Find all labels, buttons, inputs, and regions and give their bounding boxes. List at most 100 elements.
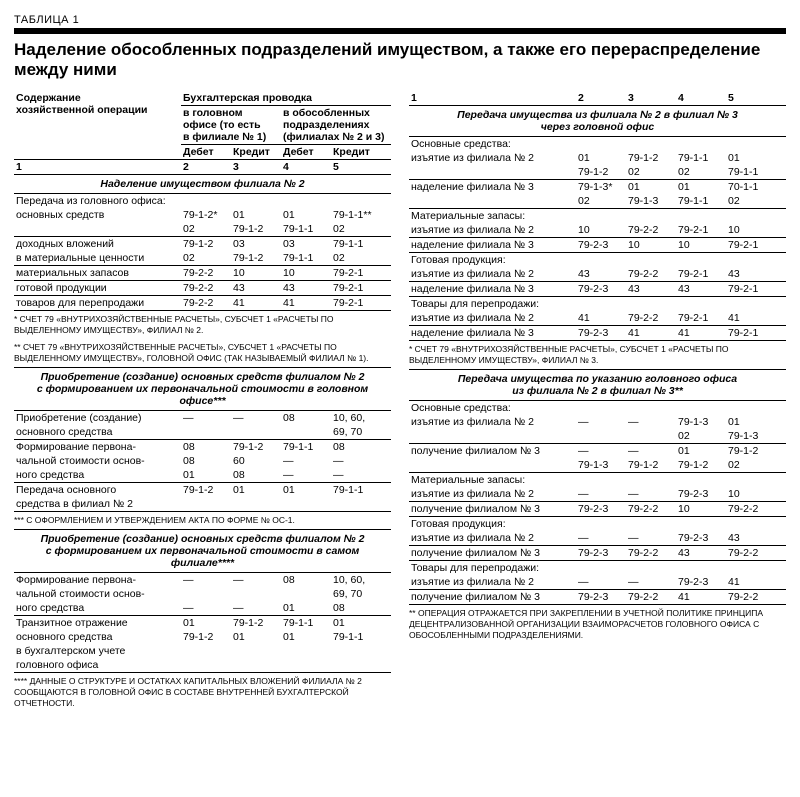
hdr-ho-1: в головном (183, 107, 243, 119)
title-bar (14, 28, 786, 34)
colnum-5: 5 (726, 91, 786, 106)
hdr-br-2: подразделениях (283, 119, 370, 131)
cell: — (626, 443, 676, 458)
cell: — (231, 410, 281, 425)
cell: — (281, 454, 331, 468)
colnum-5: 5 (331, 159, 391, 174)
cell: 03 (281, 236, 331, 251)
cell: 79-2-2 (181, 265, 231, 280)
cell: 60 (231, 454, 281, 468)
footnote: **** ДАННЫЕ О СТРУКТУРЕ И ОСТАТКАХ КАПИТ… (14, 673, 391, 713)
cell: 02 (726, 458, 786, 473)
cell: 01 (181, 616, 231, 631)
right-column: 1 2 3 4 5 Передача имущества из филиала … (409, 91, 786, 712)
cell: 08 (181, 439, 231, 454)
row-label: в материальные ценности (14, 251, 181, 266)
cell: 79-1-1 (281, 616, 331, 631)
hdr-ho-3: в филиале № 1) (183, 131, 266, 143)
table-title: Наделение обособленных подразделений иму… (14, 40, 786, 81)
cell: 69, 70 (331, 425, 391, 440)
colnum-2: 2 (576, 91, 626, 106)
section-l2a: Приобретение (создание) основных средств… (41, 371, 365, 383)
cell: 79-2-1 (331, 295, 391, 310)
cell: 08 (181, 454, 231, 468)
cell: 79-1-3 (726, 429, 786, 444)
row-label: изъятие из филиала № 2 (409, 223, 576, 238)
cell: 10, 60, (331, 573, 391, 588)
cell: 01 (726, 151, 786, 165)
row-label: материальных запасов (14, 265, 181, 280)
row-label: Передача из головного офиса: (14, 193, 181, 208)
cell: 79-2-2 (726, 501, 786, 516)
cell: 43 (281, 280, 331, 295)
cell: 02 (331, 251, 391, 266)
cell: — (576, 575, 626, 590)
cell: 08 (281, 573, 331, 588)
hdr-debit-2: Дебет (281, 144, 331, 159)
cell: 79-1-3 (626, 194, 676, 209)
cell: 79-2-3 (576, 589, 626, 604)
cell: 70-1-1 (726, 179, 786, 194)
cell: 79-2-1 (331, 280, 391, 295)
cell: — (626, 531, 676, 546)
cell: 10 (676, 237, 726, 252)
cell: 79-1-1 (726, 165, 786, 180)
row-label: основных средств (14, 208, 181, 222)
cell: 79-2-2 (626, 223, 676, 238)
cell: 41 (626, 325, 676, 340)
row-label: Передача основного (14, 482, 181, 497)
cell: 08 (231, 468, 281, 483)
cell: 01 (726, 415, 786, 429)
cell: 79-1-1 (281, 439, 331, 454)
cell: 10 (626, 237, 676, 252)
cell: 79-2-2 (626, 589, 676, 604)
cell: 79-1-2 (181, 236, 231, 251)
cell: 79-2-3 (676, 575, 726, 590)
section-r2a: Передача имущества по указанию головного… (458, 373, 737, 385)
cell: 43 (726, 267, 786, 282)
cell: 01 (231, 630, 281, 644)
cell: 79-1-2 (576, 165, 626, 180)
row-label: наделение филиала № 3 (409, 281, 576, 296)
cell: 69, 70 (331, 587, 391, 601)
row-label: основного средства (14, 425, 181, 440)
colnum-1: 1 (409, 91, 576, 106)
cell: 79-2-2 (726, 589, 786, 604)
cell: 79-1-2 (626, 151, 676, 165)
row-label: получение филиалом № 3 (409, 443, 576, 458)
section-l2b: с формированием их первоначальной стоимо… (37, 383, 368, 407)
cell: — (626, 487, 676, 502)
cell: 79-1-1 (281, 222, 331, 237)
cell: 79-1-1** (331, 208, 391, 222)
cell: 79-1-2 (726, 443, 786, 458)
section-l3b: с формированием их первоначальной стоимо… (46, 545, 360, 569)
cell: 79-2-3 (576, 501, 626, 516)
cell: 41 (231, 295, 281, 310)
row-label: изъятие из филиала № 2 (409, 531, 576, 546)
cell: — (331, 468, 391, 483)
cell: — (626, 415, 676, 429)
row-label: средства в филиал № 2 (14, 497, 181, 512)
cell: 01 (281, 208, 331, 222)
section-r1b: через головной офис (541, 121, 654, 133)
cell: 79-1-2 (231, 439, 281, 454)
cell: 79-1-2* (181, 208, 231, 222)
row-label: получение филиалом № 3 (409, 589, 576, 604)
row-label: изъятие из филиала № 2 (409, 267, 576, 282)
cell: 02 (676, 429, 726, 444)
row-label: Формирование первона- (14, 439, 181, 454)
cell: — (576, 531, 626, 546)
cell: 01 (281, 630, 331, 644)
cell: 79-1-3 (676, 415, 726, 429)
row-label: получение филиалом № 3 (409, 545, 576, 560)
cell: 43 (726, 531, 786, 546)
cell: 41 (726, 575, 786, 590)
cell: — (231, 573, 281, 588)
cell: 79-2-3 (576, 281, 626, 296)
cell: 79-1-2 (231, 222, 281, 237)
cell: — (181, 601, 231, 616)
cell: 02 (181, 222, 231, 237)
row-label: изъятие из филиала № 2 (409, 487, 576, 502)
row-label: основного средства (14, 630, 181, 644)
cell: 79-2-1 (331, 265, 391, 280)
